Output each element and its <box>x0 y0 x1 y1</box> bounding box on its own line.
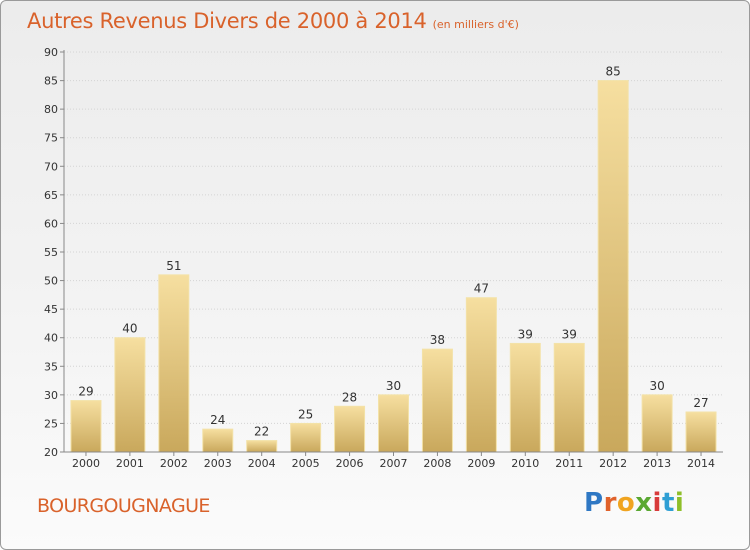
data-label-2012: 85 <box>606 65 621 79</box>
data-label-2004: 22 <box>254 425 269 439</box>
data-label-2014: 27 <box>693 396 708 410</box>
bar-2003 <box>202 428 234 453</box>
x-tick-label-2010: 2010 <box>511 457 539 470</box>
y-tick-label: 65 <box>44 189 58 202</box>
bar-2006 <box>334 405 366 453</box>
data-label-2011: 39 <box>562 327 577 341</box>
data-label-2006: 28 <box>342 390 357 404</box>
y-tick-label: 55 <box>44 246 58 259</box>
x-tick-label-2008: 2008 <box>423 457 451 470</box>
logo-letter: i <box>674 488 685 518</box>
logo-letter: P <box>584 488 604 518</box>
x-tick-label-2012: 2012 <box>599 457 627 470</box>
logo-letter: i <box>652 488 662 518</box>
y-tick-label: 70 <box>44 160 58 173</box>
y-tick-label: 60 <box>44 217 58 230</box>
logo-letter: r <box>603 488 617 518</box>
data-label-2007: 30 <box>386 379 401 393</box>
y-tick-label: 35 <box>44 360 58 373</box>
proxiti-logo[interactable]: Proxiti <box>584 488 684 518</box>
data-label-2008: 38 <box>430 333 445 347</box>
x-tick-label-2007: 2007 <box>380 457 408 470</box>
y-tick-label: 45 <box>44 303 58 316</box>
data-label-2000: 29 <box>78 385 93 399</box>
y-tick-label: 80 <box>44 103 58 116</box>
bar-2007 <box>378 394 409 453</box>
town-name: BOURGOUGNAGUE <box>37 495 210 517</box>
data-label-2005: 25 <box>298 407 313 421</box>
x-tick-label-2002: 2002 <box>160 457 188 470</box>
y-tick-label: 25 <box>44 417 58 430</box>
y-axis: 20 25 30 35 40 45 50 55 60 65 70 75 80 85 90 <box>44 46 65 459</box>
bars: 29 40 51 24 22 25 28 30 38 47 39 39 85 30 27 <box>70 65 717 453</box>
y-tick-label: 30 <box>44 389 58 402</box>
bar-2001 <box>114 337 146 453</box>
bar-2008 <box>421 348 453 453</box>
bar-2004 <box>246 440 278 453</box>
x-tick-label-2003: 2003 <box>204 457 232 470</box>
bar-2013 <box>641 394 673 453</box>
bar-2014 <box>685 411 717 453</box>
data-label-2009: 47 <box>474 282 489 296</box>
x-tick-label-2001: 2001 <box>116 457 144 470</box>
y-tick-label: 85 <box>44 75 58 88</box>
chart-title-text: Autres Revenus Divers de 2000 à 2014 <box>27 9 427 33</box>
chart-title: Autres Revenus Divers de 2000 à 2014 (en … <box>27 9 519 33</box>
x-tick-label-2006: 2006 <box>336 457 364 470</box>
x-tick-label-2005: 2005 <box>292 457 320 470</box>
bar-2002 <box>158 274 190 453</box>
x-tick-label-2011: 2011 <box>555 457 583 470</box>
x-tick-label-2014: 2014 <box>687 457 715 470</box>
data-label-2002: 51 <box>166 259 181 273</box>
data-label-2003: 24 <box>210 413 225 427</box>
bar-2010 <box>509 342 541 453</box>
x-axis: 2000 2001 2002 2003 2004 2005 2006 2007 2008 2009… <box>64 451 723 470</box>
chart-subtitle: (en milliers d'€) <box>432 18 519 31</box>
y-tick-label: 90 <box>44 46 58 59</box>
bar-2011 <box>553 342 585 453</box>
y-tick-label: 20 <box>44 446 58 459</box>
y-tick-label: 75 <box>44 132 58 145</box>
logo-letter: x <box>635 488 653 518</box>
y-tick-label: 50 <box>44 275 58 288</box>
bar-2005 <box>290 422 322 453</box>
logo-letter: o <box>616 488 636 518</box>
x-tick-label-2004: 2004 <box>248 457 276 470</box>
bar-2012 <box>597 80 629 453</box>
x-tick-label-2009: 2009 <box>467 457 495 470</box>
x-tick-label-2000: 2000 <box>72 457 100 470</box>
data-label-2010: 39 <box>518 327 533 341</box>
data-label-2001: 40 <box>122 322 137 336</box>
bar-2009 <box>465 297 497 453</box>
logo-letter: t <box>661 488 675 518</box>
bar-2000 <box>70 400 102 453</box>
y-tick-label: 40 <box>44 332 58 345</box>
x-tick-label-2013: 2013 <box>643 457 671 470</box>
data-label-2013: 30 <box>649 379 664 393</box>
